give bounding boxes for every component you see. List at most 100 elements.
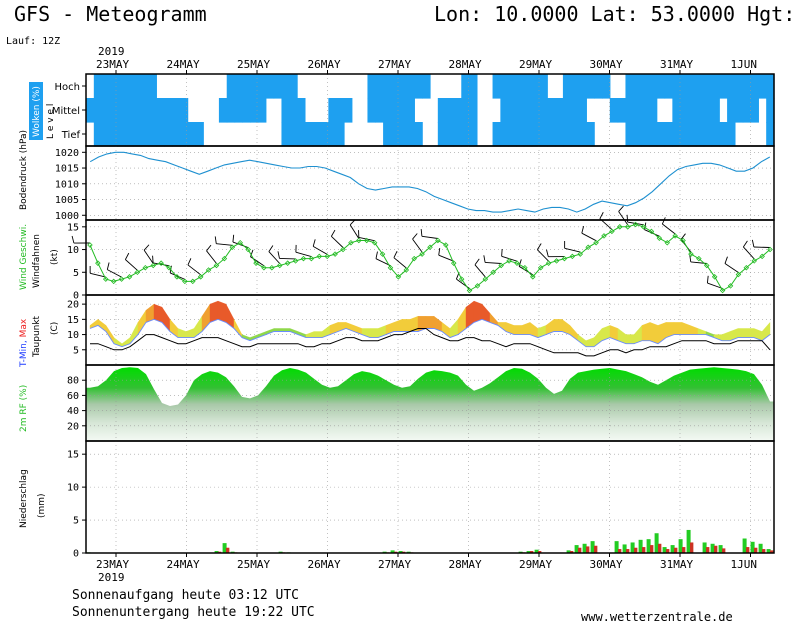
precip-rain-bar <box>622 544 627 553</box>
wind-speed-point <box>213 262 220 269</box>
wind-speed-point <box>253 260 259 266</box>
wind-speed-point <box>490 269 497 276</box>
cloud-cell <box>117 74 126 99</box>
wind-speed-point <box>514 260 520 266</box>
wind-barb-staff <box>358 236 375 242</box>
temp-range-segment <box>457 306 467 335</box>
cloud-cell <box>187 122 197 147</box>
cloud-cell <box>367 74 376 99</box>
precip-rain-bar <box>574 545 579 553</box>
temp-range-segment <box>585 337 595 347</box>
cloud-cell <box>625 74 634 99</box>
temp-axis-title: T-Min, Max Taupunkt (C) <box>19 315 60 368</box>
cloud-cell <box>562 98 572 123</box>
wind-speed-point <box>118 276 125 282</box>
wind-barb <box>214 236 233 246</box>
cloud-cell <box>109 74 118 99</box>
cloud-cell <box>672 74 681 99</box>
rh-axis-title: 2m RF (%) <box>19 385 29 432</box>
temp-range-segment <box>553 319 563 332</box>
wind-barb <box>724 256 739 273</box>
wind-yunit: (kt) <box>50 249 60 265</box>
cloud-cell <box>265 74 275 99</box>
wind-ylabel-sub: Windfahnen <box>32 234 42 288</box>
wind-speed-point <box>553 258 560 264</box>
wind-barb-flag <box>250 249 254 257</box>
wind-speed-point <box>237 239 243 246</box>
wind-barb-flag <box>618 205 624 212</box>
wind-speed-point <box>276 262 283 269</box>
wind-barb-staff <box>618 211 629 226</box>
wind-barb <box>358 230 375 242</box>
wind-barb-flag <box>420 229 423 237</box>
cloud-cell <box>523 74 533 99</box>
wind-barb-staff <box>438 254 454 262</box>
cloud-cell <box>132 122 142 147</box>
precip-convective-bar <box>770 550 774 553</box>
wind-speed-point <box>292 258 299 264</box>
wind-speed-point <box>379 251 386 257</box>
wind-barb <box>546 249 565 258</box>
cloud-cell <box>172 122 181 147</box>
wind-barb-flag <box>358 230 360 238</box>
wind-barb-staff <box>312 246 328 255</box>
cloud-cell <box>617 98 627 123</box>
precip-rain-bar <box>710 543 715 553</box>
wind-barb-flag <box>330 229 336 237</box>
temp-label-tmin: T-Min, <box>19 337 29 368</box>
date-label-top: 30MAY <box>590 58 623 71</box>
wind-barb <box>393 250 407 269</box>
sunset-text: Sonnenuntergang heute 19:22 UTC <box>72 605 315 620</box>
temp-yunit: (C) <box>50 322 60 335</box>
wind-speed-point <box>110 278 117 285</box>
wind-barb <box>152 255 170 267</box>
temp-range-segment <box>697 328 707 335</box>
precip-rain-bar <box>630 542 635 553</box>
precip-convective-bar <box>586 546 590 553</box>
precip-frame <box>85 440 775 554</box>
pressure-ylabel: Bodendruck (hPa) <box>19 130 29 210</box>
temp-range-segment <box>233 319 243 339</box>
cloud-cell <box>547 122 556 147</box>
date-label-top: 27MAY <box>378 58 411 71</box>
wind-speed-point <box>696 255 702 262</box>
cloud-cell <box>226 98 236 123</box>
wind-barb-flag <box>89 265 91 274</box>
wind-tick-label: 10 <box>67 245 79 256</box>
wind-barb-staff <box>627 221 644 226</box>
precip-rain-bar <box>390 550 395 553</box>
wind-speed-point <box>727 283 734 289</box>
wind-barb <box>89 265 106 278</box>
wind-speed-point <box>672 233 678 239</box>
wind-barb-staff <box>90 272 106 278</box>
temp-range-segment <box>393 319 403 332</box>
cloud-level-label: Hoch <box>55 82 80 93</box>
wind-speed-point <box>704 262 710 269</box>
cloud-cell <box>148 74 157 99</box>
precip-rain-bar <box>654 533 659 553</box>
wind-barb-staff <box>125 259 138 271</box>
wind-speed-point <box>269 264 275 271</box>
precip-convective-bar <box>682 547 686 553</box>
wind-barb-staff <box>206 250 217 264</box>
temperature-panel: 5 10 15 20 <box>67 294 775 366</box>
cloud-cell <box>492 74 501 99</box>
wind-speed-point <box>640 224 647 230</box>
cloud-cell <box>500 98 509 123</box>
rh-tick-label: 80 <box>67 376 79 387</box>
wind-barb-staff <box>268 251 281 264</box>
wind-speed-point <box>356 237 362 244</box>
date-label-top: 24MAY <box>167 58 200 71</box>
cloud-cell <box>179 98 189 123</box>
temp-range-segment <box>313 331 323 338</box>
cloud-cell <box>609 98 619 123</box>
precip-tick-label: 5 <box>73 516 79 527</box>
cloud-cell <box>508 74 517 99</box>
wind-barb-flag <box>546 249 549 257</box>
cloud-cell <box>555 122 564 147</box>
cloud-cell <box>711 122 720 147</box>
cloud-cell <box>523 98 533 123</box>
cloud-cell <box>680 122 689 147</box>
cloud-level-label: Mittel <box>52 106 80 117</box>
cloud-cell <box>680 74 689 99</box>
